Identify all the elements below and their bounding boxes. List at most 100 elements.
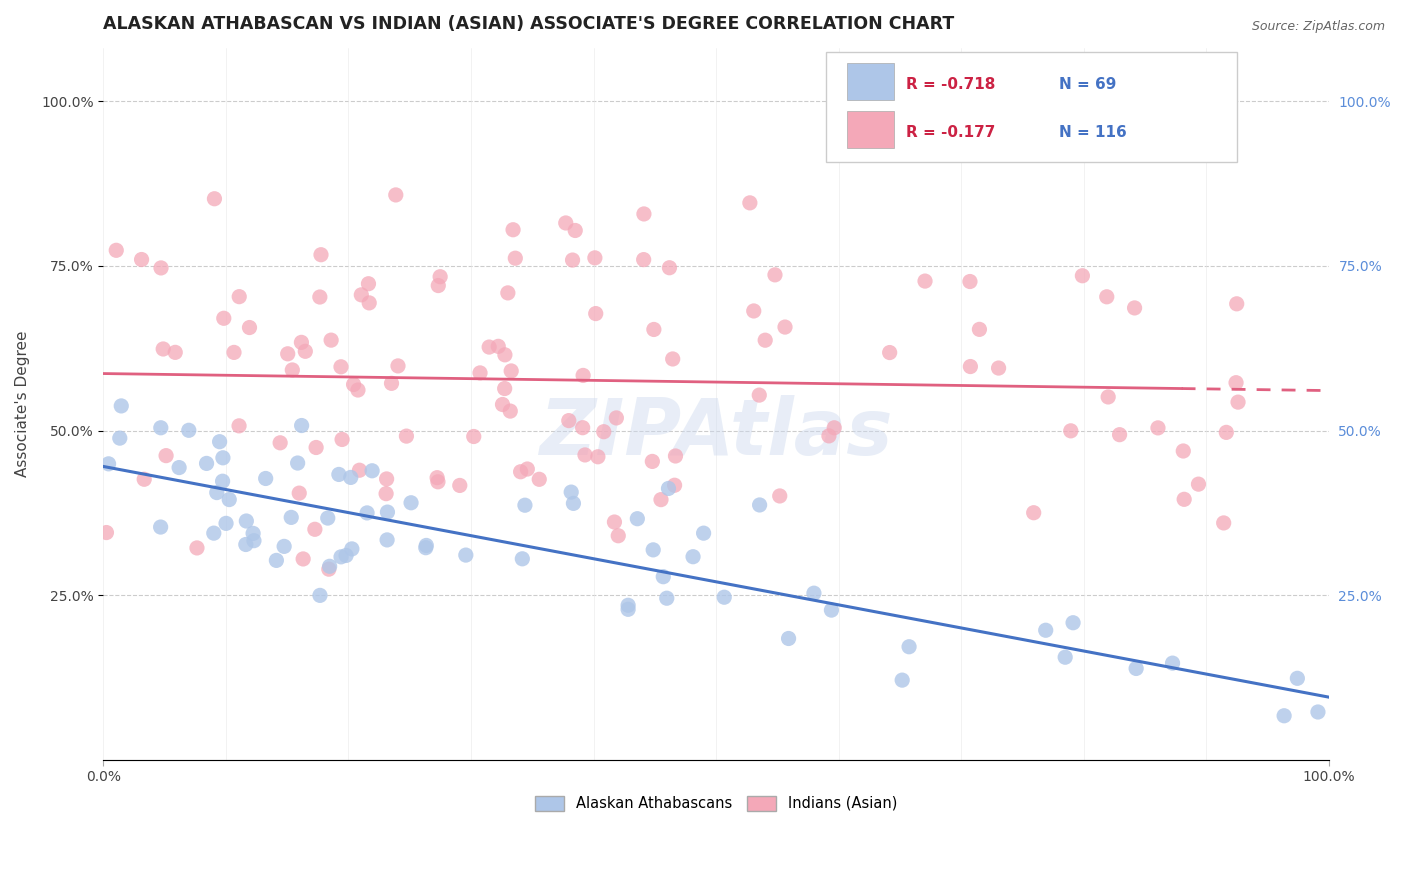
Point	[617, 602, 640, 616]
Point	[330, 549, 353, 564]
Point	[167, 460, 190, 475]
Point	[349, 463, 371, 477]
Point	[228, 418, 250, 433]
Point	[149, 520, 172, 534]
Point	[650, 492, 672, 507]
Point	[294, 344, 316, 359]
Point	[468, 366, 491, 380]
Point	[1173, 492, 1195, 507]
Point	[377, 505, 399, 519]
Point	[564, 223, 586, 237]
Point	[277, 347, 299, 361]
Point	[281, 363, 304, 377]
Point	[208, 434, 231, 449]
Point	[572, 368, 595, 383]
Point	[607, 529, 630, 543]
Point	[959, 359, 981, 374]
Point	[205, 485, 228, 500]
Point	[491, 397, 513, 411]
Point	[309, 248, 332, 262]
Point	[429, 269, 451, 284]
Point	[502, 223, 524, 237]
Point	[501, 364, 523, 378]
Point	[562, 496, 585, 510]
Point	[342, 377, 364, 392]
Point	[415, 538, 437, 552]
Point	[1062, 615, 1084, 630]
Text: ZIPAtlas: ZIPAtlas	[540, 394, 893, 471]
Point	[269, 435, 291, 450]
Point	[266, 553, 288, 567]
Point	[350, 288, 373, 302]
Point	[494, 348, 516, 362]
Point	[1060, 424, 1083, 438]
Point	[152, 342, 174, 356]
Point	[155, 449, 177, 463]
Point	[561, 253, 583, 268]
Point	[692, 526, 714, 541]
Point	[96, 525, 118, 540]
Point	[330, 359, 353, 374]
Point	[318, 559, 340, 574]
Point	[652, 570, 675, 584]
Point	[560, 485, 582, 500]
Point	[211, 474, 233, 488]
Point	[149, 421, 172, 435]
Point	[242, 526, 264, 541]
Point	[131, 252, 153, 267]
Point	[357, 277, 380, 291]
Point	[664, 449, 686, 463]
Point	[375, 486, 398, 500]
Point	[510, 551, 533, 566]
Point	[150, 260, 173, 275]
Point	[641, 454, 664, 468]
Point	[328, 467, 350, 482]
Point	[499, 404, 522, 418]
Point	[1306, 705, 1329, 719]
Point	[1035, 624, 1057, 638]
Point	[505, 251, 527, 265]
Point	[586, 450, 609, 464]
Point	[603, 515, 626, 529]
Point	[339, 470, 361, 484]
Point	[335, 549, 357, 563]
Point	[105, 244, 128, 258]
Text: N = 69: N = 69	[1059, 77, 1116, 92]
Point	[1226, 297, 1249, 311]
Point	[571, 420, 593, 434]
Point	[803, 586, 825, 600]
Point	[617, 599, 640, 613]
Point	[287, 456, 309, 470]
Text: Source: ZipAtlas.com: Source: ZipAtlas.com	[1251, 20, 1385, 33]
Point	[773, 320, 796, 334]
Point	[633, 207, 655, 221]
Point	[308, 290, 330, 304]
Point	[754, 333, 776, 347]
Point	[449, 478, 471, 492]
Point	[1161, 656, 1184, 670]
Point	[643, 542, 665, 557]
Point	[375, 533, 398, 547]
Point	[969, 322, 991, 336]
Point	[1225, 376, 1247, 390]
Text: R = -0.718: R = -0.718	[905, 77, 995, 92]
Bar	[848, 112, 894, 148]
Point	[1272, 708, 1295, 723]
Point	[165, 345, 187, 359]
Point	[585, 307, 607, 321]
Point	[898, 640, 921, 654]
Point	[554, 216, 576, 230]
Point	[1095, 290, 1118, 304]
Point	[529, 472, 551, 486]
FancyBboxPatch shape	[827, 52, 1237, 162]
Point	[478, 340, 501, 354]
Point	[330, 433, 353, 447]
Point	[1215, 425, 1237, 440]
Point	[778, 632, 800, 646]
Point	[202, 526, 225, 541]
Point	[748, 388, 770, 402]
Point	[427, 278, 450, 293]
Point	[583, 251, 606, 265]
Point	[1022, 506, 1045, 520]
Point	[463, 429, 485, 443]
